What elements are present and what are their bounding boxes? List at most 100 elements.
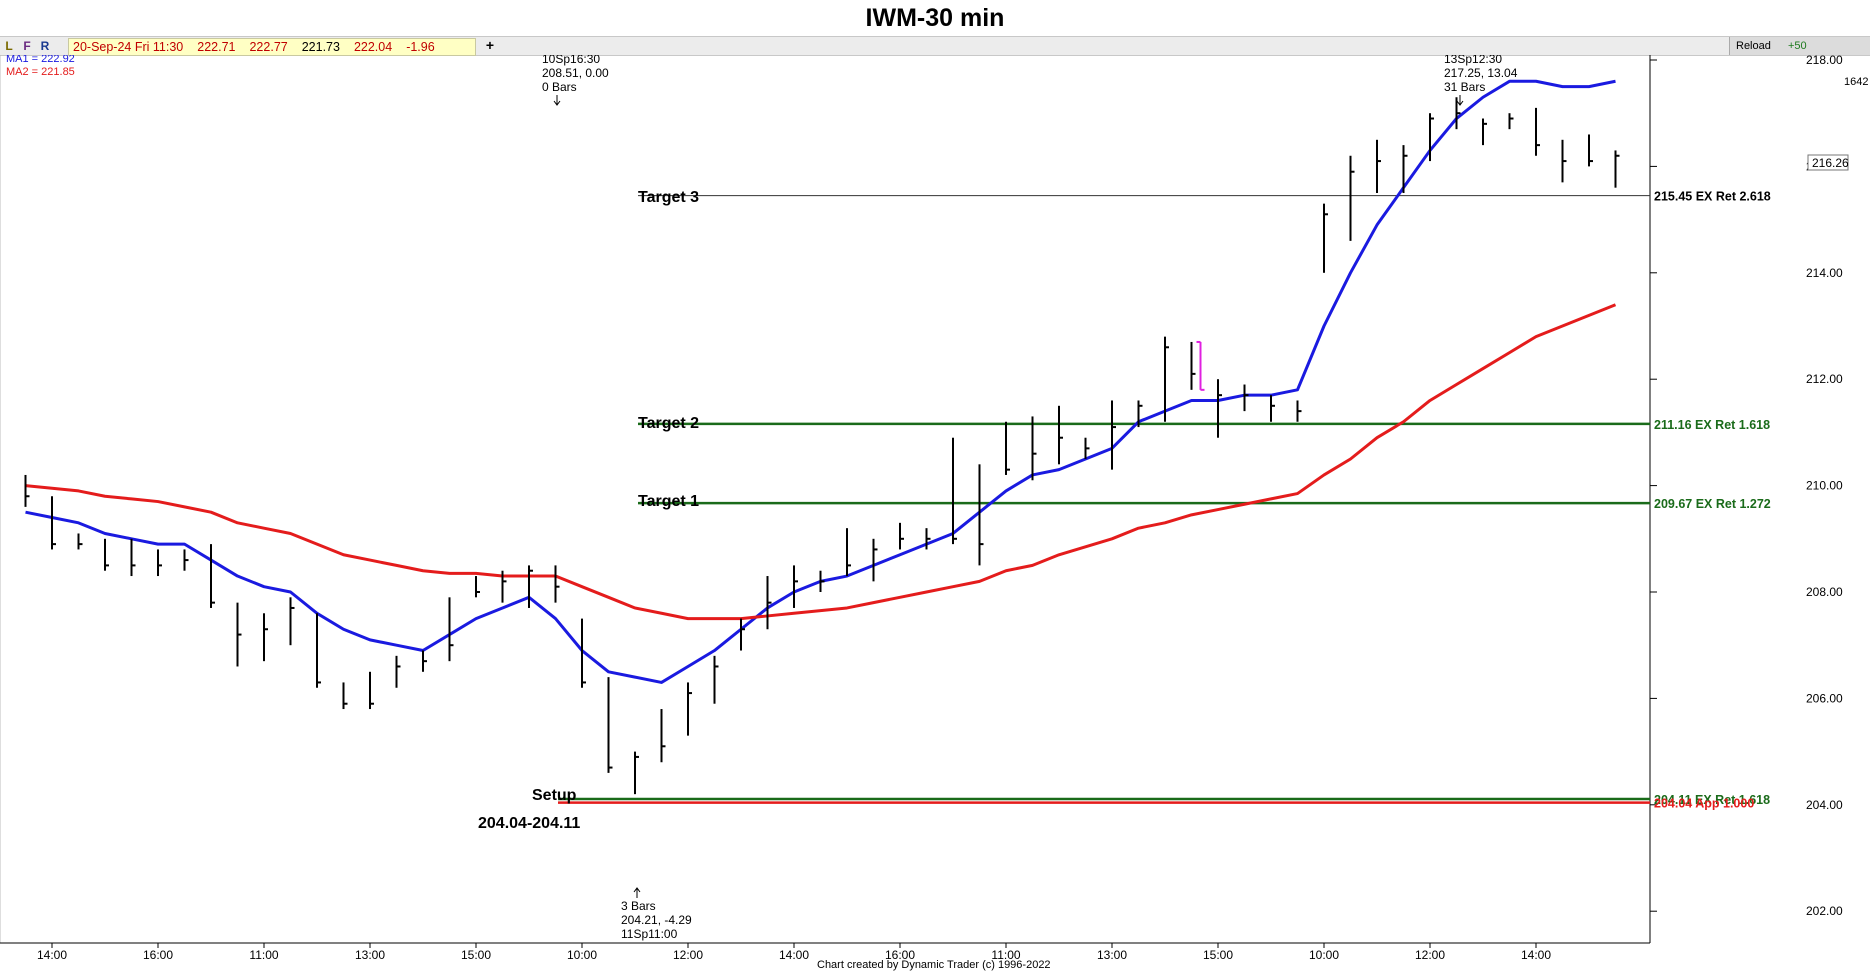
price-bar <box>1535 107 1540 156</box>
price-bar <box>369 671 374 710</box>
x-tick-label: 12:00 <box>1415 948 1445 962</box>
x-tick-label: 14:00 <box>1521 948 1551 962</box>
price-bar <box>1588 134 1593 167</box>
chart-credit: Chart created by Dynamic Trader (c) 1996… <box>817 959 1051 971</box>
price-bar <box>528 565 533 608</box>
level-label: 209.67 EX Ret 1.272 <box>1654 497 1771 511</box>
price-bar <box>740 618 745 651</box>
price-bar <box>395 655 401 688</box>
price-bar <box>1349 155 1355 241</box>
level-label: 215.45 EX Ret 2.618 <box>1654 190 1771 204</box>
level-label: 211.16 EX Ret 1.618 <box>1654 418 1770 432</box>
price-bar <box>713 655 719 704</box>
plus50-button[interactable]: +50 <box>1788 40 1807 52</box>
price-bar <box>475 576 480 598</box>
last-price-value: 216.26 <box>1812 156 1849 170</box>
price-bar <box>819 570 825 592</box>
price-bar <box>1058 405 1063 465</box>
annotation-top-left-bars: 0 Bars <box>542 80 577 94</box>
price-bar <box>1217 379 1222 438</box>
level-label: 204.04 App 1.000 <box>1654 797 1754 811</box>
quote-date: 20-Sep-24 Fri 11:30 <box>73 40 184 54</box>
target2-label: Target 2 <box>638 415 699 432</box>
price-bar <box>872 538 878 582</box>
level-label: 204.11 EX Ret 1.618 <box>1654 793 1770 807</box>
price-bar <box>289 597 295 646</box>
annotation-top-right-date: 13Sp12:30 <box>1444 55 1502 66</box>
price-bar <box>607 677 613 773</box>
bars-count: 1642 bars <box>1844 76 1870 88</box>
price-bar <box>1455 97 1461 130</box>
chart-title: IWM-30 min <box>865 4 1005 32</box>
reload-button[interactable]: Reload <box>1736 40 1771 52</box>
add-button[interactable]: + <box>485 37 495 53</box>
x-tick-label: 15:00 <box>1203 948 1233 962</box>
annotation-top-left-date: 10Sp16:30 <box>542 55 600 66</box>
y-tick-label: 214.00 <box>1806 266 1843 280</box>
price-chart: MA1 = 222.92 MA2 = 221.85 218.00216.0021… <box>0 55 1849 971</box>
y-tick-label: 218.00 <box>1806 55 1843 67</box>
x-tick-label: 13:00 <box>1097 948 1127 962</box>
x-tick-label: 10:00 <box>567 948 597 962</box>
arrow-up-icon <box>633 887 641 898</box>
price-bar <box>422 650 427 672</box>
plot-frame <box>0 55 1651 944</box>
annotation-bottom-price: 204.21, -4.29 <box>621 913 692 927</box>
price-bar <box>687 682 692 736</box>
price-bar <box>1164 336 1169 422</box>
y-axis: 218.00216.00214.00212.00210.00208.00206.… <box>1650 55 1843 918</box>
price-bar <box>1270 395 1275 422</box>
price-bar <box>766 576 772 630</box>
file-button[interactable]: F <box>23 39 31 53</box>
price-bar <box>1561 139 1567 183</box>
price-bar <box>1376 139 1381 193</box>
price-bar <box>1031 416 1037 481</box>
price-bars <box>24 97 1620 795</box>
price-bar <box>1614 150 1620 188</box>
ma2-legend: MA2 = 221.85 <box>6 66 75 78</box>
price-bar <box>1005 421 1010 475</box>
toolbar: L F R 20-Sep-24 Fri 11:30 222.71 222.77 221… <box>0 36 1870 88</box>
price-bar <box>263 613 268 662</box>
y-tick-label: 202.00 <box>1806 904 1843 918</box>
price-bar <box>925 528 931 550</box>
price-bar <box>210 544 215 608</box>
price-bar <box>51 496 56 550</box>
price-bar <box>1508 113 1514 130</box>
price-bar <box>501 570 507 603</box>
price-bar <box>157 549 162 577</box>
price-bar <box>1429 113 1434 162</box>
price-bar <box>660 709 666 763</box>
x-tick-label: 15:00 <box>461 948 491 962</box>
price-bar <box>581 618 586 688</box>
price-bar <box>1243 384 1249 412</box>
price-bar <box>978 464 984 566</box>
quote-low: 221.73 <box>301 40 340 54</box>
price-bar <box>846 528 851 577</box>
quote-bar: 20-Sep-24 Fri 11:30 222.71 222.77 221.73 222… <box>68 38 476 56</box>
setup-label: Setup <box>532 787 577 804</box>
x-tick-label: 16:00 <box>143 948 173 962</box>
x-tick-label: 10:00 <box>1309 948 1339 962</box>
price-bar <box>952 437 957 545</box>
price-bar <box>1190 341 1196 390</box>
layout-button[interactable]: L <box>5 39 13 53</box>
price-bar <box>1482 118 1487 146</box>
quote-open: 222.71 <box>197 40 236 54</box>
x-tick-label: 11:00 <box>249 948 278 962</box>
x-tick-label: 14:00 <box>37 948 67 962</box>
y-tick-label: 204.00 <box>1806 798 1843 812</box>
x-tick-label: 14:00 <box>779 948 809 962</box>
refresh-button[interactable]: R <box>40 39 50 53</box>
quote-close: 222.04 <box>353 40 393 54</box>
marker-bar <box>1196 340 1205 391</box>
x-tick-label: 16:00 <box>885 948 915 962</box>
annotation-bottom-bars: 3 Bars <box>621 899 656 913</box>
price-bar <box>1137 400 1143 428</box>
ma2-line <box>25 303 1617 621</box>
toolbar-right: Reload +50 <box>1729 37 1870 55</box>
price-bar <box>77 533 83 550</box>
annotation-top-right-price: 217.25, 13.04 <box>1444 66 1518 80</box>
x-tick-label: 13:00 <box>355 948 385 962</box>
price-bar <box>316 613 321 688</box>
